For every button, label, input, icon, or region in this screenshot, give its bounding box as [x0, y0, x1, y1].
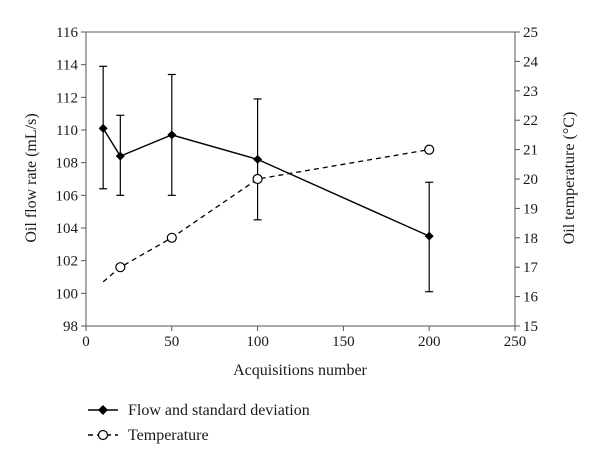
y-right-tick-label: 24	[523, 54, 539, 70]
y-right-tick-label: 18	[523, 231, 538, 247]
temperature-point-marker	[424, 144, 435, 155]
legend-flow-label: Flow and standard deviation	[128, 402, 310, 419]
y-left-tick-label: 100	[56, 286, 79, 302]
x-tick-label: 50	[164, 334, 179, 350]
y-right-tick-label: 22	[523, 113, 538, 129]
y-left-tick-label: 112	[56, 90, 78, 106]
x-axis: 0 50 100 150 200 250	[82, 326, 526, 350]
temperature-point-marker	[115, 262, 126, 273]
legend: Flow and standard deviation Temperature	[88, 402, 310, 444]
x-tick-label: 200	[418, 334, 441, 350]
x-tick-label: 150	[332, 334, 355, 350]
y-left-tick-label: 110	[56, 123, 78, 139]
plot-area	[98, 65, 435, 293]
y-right-tick-label: 23	[523, 84, 538, 100]
y-left-tick-label: 114	[56, 58, 78, 74]
legend-flow-marker	[98, 405, 108, 415]
y-right-tick-label: 19	[523, 201, 538, 217]
y-axis-right: 15 16 17 18 19 20 21 22 23 24 25	[515, 25, 539, 335]
flow-point-marker	[253, 154, 263, 164]
x-axis-title: Acquisitions number	[233, 362, 367, 379]
y-right-tick-label: 16	[523, 290, 539, 306]
y-axis-left: 98 100 102 104 106 108 110 112 114 116	[56, 25, 86, 335]
y-axis-left-title: Oil flow rate (mL/s)	[23, 113, 40, 242]
y-left-tick-label: 104	[56, 221, 79, 237]
x-tick-label: 100	[246, 334, 269, 350]
y-right-tick-label: 17	[523, 260, 539, 276]
y-left-tick-label: 98	[63, 319, 78, 335]
flow-point-marker	[167, 130, 177, 140]
x-tick-label: 250	[504, 334, 527, 350]
flow-series-line	[102, 127, 430, 237]
y-left-tick-label: 116	[56, 25, 78, 41]
legend-temperature-label: Temperature	[128, 427, 209, 444]
flow-point-marker	[115, 151, 125, 161]
temperature-point-marker	[166, 232, 177, 243]
x-tick-label: 0	[82, 334, 90, 350]
legend-item-flow: Flow and standard deviation	[88, 402, 310, 419]
flow-point-marker	[424, 231, 434, 241]
y-left-tick-label: 102	[56, 254, 79, 270]
legend-temperature-marker	[97, 429, 109, 441]
y-right-tick-label: 25	[523, 25, 538, 41]
y-right-tick-label: 20	[523, 172, 538, 188]
temperature-series-line	[102, 148, 430, 283]
flow-point-marker	[98, 123, 108, 133]
y-left-tick-label: 108	[56, 156, 79, 172]
legend-item-temperature: Temperature	[88, 427, 209, 444]
temperature-point-marker	[252, 173, 263, 185]
y-left-tick-label: 106	[56, 188, 79, 204]
y-right-tick-label: 15	[523, 319, 538, 335]
y-right-tick-label: 21	[523, 143, 538, 159]
y-axis-right-title: Oil temperature (°C)	[561, 112, 578, 245]
